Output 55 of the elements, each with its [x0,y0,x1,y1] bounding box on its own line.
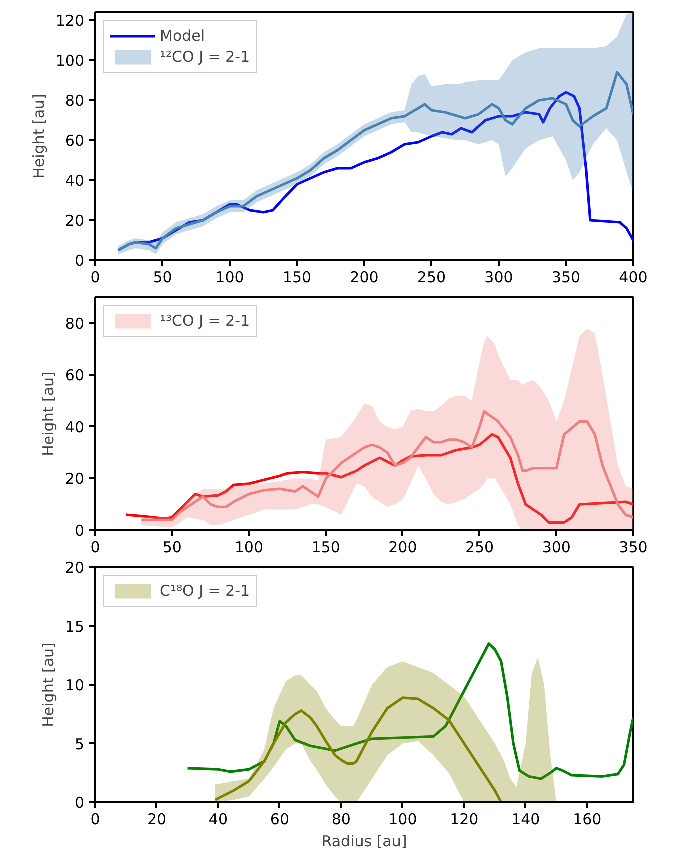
y-tick-label: 0 [74,522,85,540]
x-tick-label: 100 [216,268,244,286]
legend-label: C¹⁸O J = 2-1 [160,582,250,600]
y-tick-label: 60 [65,366,85,385]
y-tick-label: 80 [65,92,85,110]
y-tick-label: 120 [56,12,85,30]
line-series [124,433,634,524]
legend-label: Model [160,27,206,45]
x-tick-label: 50 [162,538,182,556]
x-tick-label: 300 [542,538,571,556]
x-tick-label: 100 [388,810,418,828]
x-tick-label: 400 [619,268,648,286]
x-tick-label: 0 [90,538,100,556]
legend-label: ¹³CO J = 2-1 [160,312,250,330]
y-axis-title: Height [au] [39,642,58,728]
y-tick-label: 20 [65,470,85,488]
y-tick-label: 80 [65,314,85,333]
y-tick-label: 20 [65,559,85,577]
line-series [214,696,503,802]
y-tick-label: 100 [56,52,85,70]
y-axis-title: Height [au] [39,372,58,456]
y-tick-label: 60 [65,132,85,150]
x-tick-label: 160 [573,810,602,828]
y-tick-label: 10 [65,676,85,694]
y-tick-label: 15 [65,618,85,636]
x-tick-label: 200 [350,268,379,286]
x-tick-label: 350 [552,268,581,286]
x-tick-label: 100 [234,538,264,556]
x-tick-label: 20 [147,810,167,828]
y-tick-label: 40 [65,172,85,190]
y-tick-label: 0 [74,252,85,270]
line-series [140,410,634,522]
x-axis-title: Radius [au] [322,832,408,850]
y-axis-title: Height [au] [30,94,48,179]
x-tick-label: 120 [450,810,479,828]
x-tick-label: 0 [90,810,100,828]
x-tick-label: 150 [312,538,340,556]
x-tick-label: 250 [417,268,446,286]
y-tick-label: 40 [65,418,85,436]
x-tick-label: 80 [332,810,351,828]
x-tick-label: 200 [388,538,418,556]
x-tick-label: 50 [153,268,172,286]
x-tick-label: 140 [512,810,540,828]
y-tick-label: 20 [65,212,85,230]
x-tick-label: 300 [484,268,514,286]
x-tick-label: 250 [465,538,494,556]
x-tick-label: 350 [619,538,648,556]
legend-label: ¹²CO J = 2-1 [160,48,250,66]
y-tick-label: 5 [74,735,85,754]
y-tick-label: 0 [74,794,85,812]
x-tick-label: 60 [270,810,290,828]
line-series [186,642,634,780]
x-tick-label: 40 [208,810,228,828]
x-tick-label: 150 [282,268,312,286]
x-tick-label: 0 [90,268,100,286]
